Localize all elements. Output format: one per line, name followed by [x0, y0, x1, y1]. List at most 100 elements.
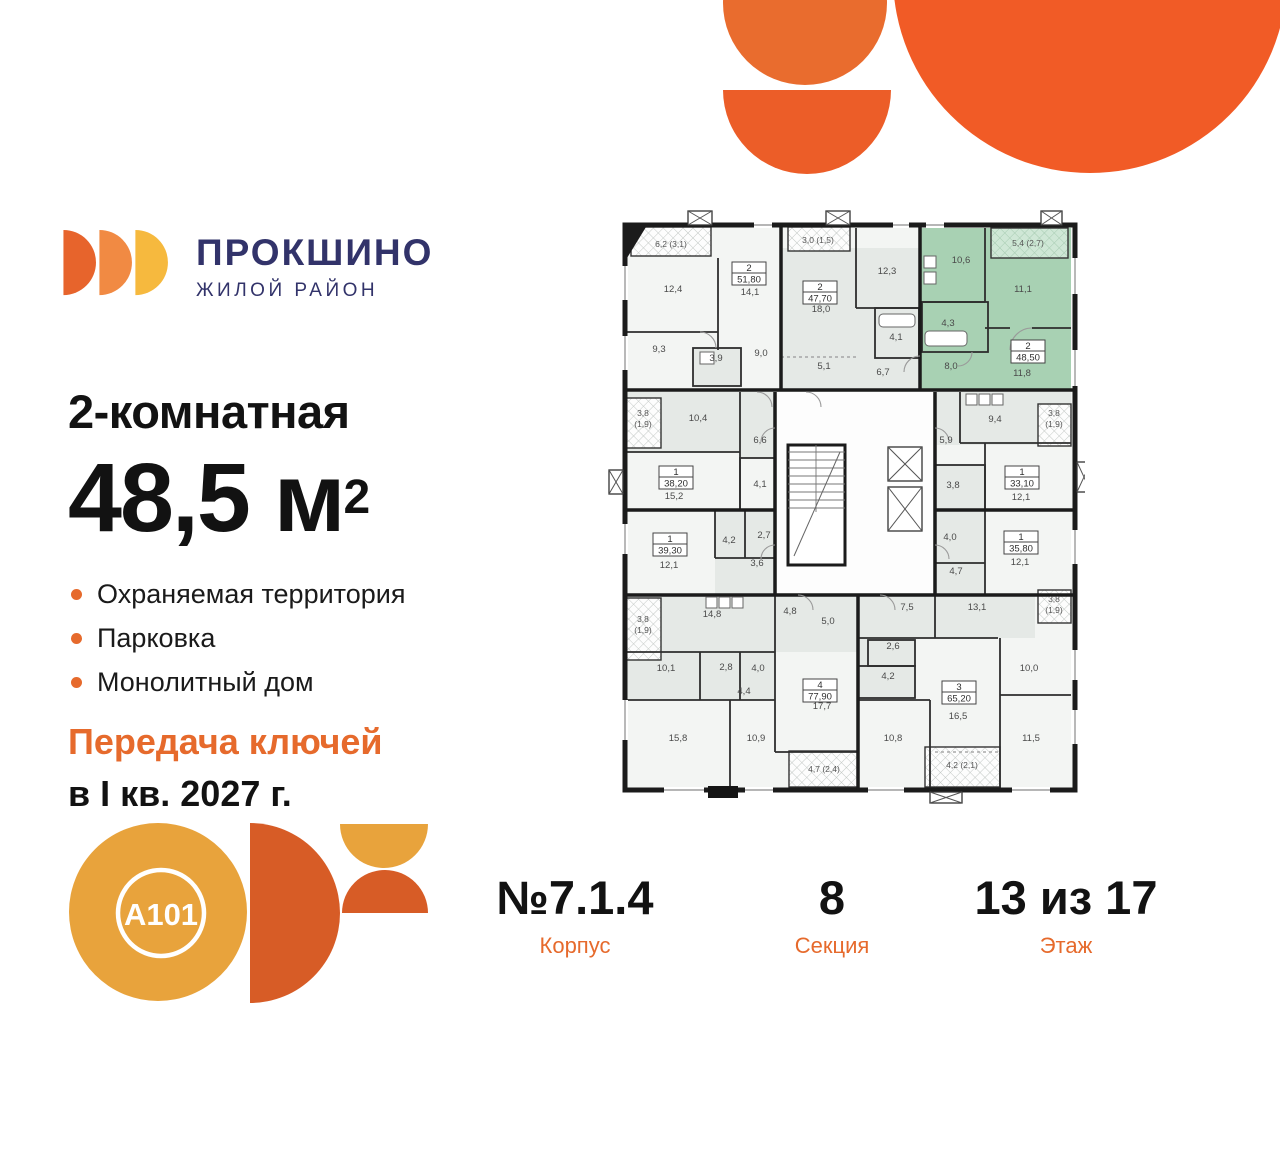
apartment-rooms-count: 1: [1019, 467, 1024, 478]
apartment-rooms-count: 4: [817, 680, 822, 691]
apartment-tag: 247,70: [802, 280, 838, 305]
stat-building: №7.1.4 Корпус: [497, 874, 654, 959]
a101-dome-gold: [340, 824, 428, 868]
room-area-label: 11,8: [1013, 368, 1031, 379]
handover-label: Передача ключей: [68, 721, 383, 762]
area-unit: м: [273, 443, 346, 552]
floorplan: 12,4 14,19,33,9 9,018,012,34,16,75,110,611…: [608, 210, 1085, 804]
apartment-area: 77,90: [808, 692, 832, 703]
room-area-label: 3,6: [750, 558, 763, 569]
room-area-label: 11,1: [1014, 284, 1032, 295]
handover-date: в I кв. 2027 г.: [68, 773, 292, 815]
room-area-label: 18,0: [812, 304, 831, 315]
room-area-label: 6,7: [876, 367, 889, 378]
stat-section: 8 Секция: [795, 874, 870, 959]
room-area-label: 4,0: [943, 532, 956, 543]
room-area-label: 10,8: [884, 733, 903, 744]
windows: [621, 221, 1078, 794]
dashed-zone-lines: [781, 356, 1000, 753]
room-area-label: 13,1: [968, 602, 987, 613]
room-area-label: 5,1: [817, 361, 830, 372]
apartment-tag-highlighted: 248,50: [1010, 339, 1046, 364]
door-arcs: [699, 327, 1033, 611]
balcony-label: 5,4 (2,7): [1012, 238, 1044, 248]
room-area-label: 4,3: [941, 318, 954, 329]
room-area-label: 6,6: [753, 435, 766, 446]
room-area-label: 4,7: [949, 566, 962, 577]
listing-title: 2-комнатная: [68, 385, 350, 438]
apartment-rooms-count: 3: [956, 682, 961, 693]
stat-floor-value: 13 из 17: [974, 871, 1158, 924]
stat-building-label: Корпус: [539, 933, 611, 958]
room-area-label: 10,9: [747, 733, 766, 744]
exterior-units: [608, 210, 1085, 804]
room-area-label: 4,0: [751, 663, 764, 674]
room-area-label: 15,8: [669, 733, 688, 744]
room-area-label: 17,7: [813, 701, 832, 712]
room-area-label: 4,2: [881, 671, 894, 682]
deco-dome-small: [723, 0, 887, 85]
apartment-rooms-count: 2: [817, 282, 822, 293]
apartment-area: 47,70: [808, 294, 832, 305]
listing-headline: 2-комнатная 48,5 м2 Охраняемая территори…: [68, 388, 548, 815]
apartment-rooms-count: 1: [667, 534, 672, 545]
apartment-tag: 138,20: [658, 465, 694, 490]
stat-section-value: 8: [818, 871, 846, 924]
brand-tagline: ЖИЛОЙ РАЙОН: [196, 280, 379, 301]
apartment-tag: 139,30: [652, 532, 688, 557]
feature-item: Монолитный дом: [68, 660, 548, 704]
room-area-label: 5,9: [939, 435, 952, 446]
apartment-tag: 251,80: [731, 261, 767, 286]
room-area-label: 7,5: [900, 602, 913, 613]
apartment-area: 33,10: [1010, 479, 1034, 490]
apartment-rooms-count: 1: [673, 467, 678, 478]
apartment-area: 51,80: [737, 275, 761, 286]
a101-dome-rust: [342, 870, 428, 913]
deco-orange-shapes: [723, 0, 1280, 174]
apartment-tag: 133,10: [1004, 465, 1040, 490]
room-area-labels: 12,4 14,19,33,9 9,018,012,34,16,75,110,611…: [652, 255, 1040, 744]
a101-halfdisc: [250, 823, 340, 1003]
room-area-label: 2,7: [757, 530, 770, 541]
apartment-tag: 135,80: [1003, 530, 1039, 555]
room-area-label: 10,0: [1020, 663, 1039, 674]
room-area-label: 12,1: [1012, 492, 1031, 503]
balcony-label: 4,7 (2,4): [808, 764, 840, 774]
balcony-label: 3,8: [637, 408, 649, 418]
floorplan-rooms: [625, 225, 1075, 790]
a101-circle: [69, 823, 247, 1001]
room-area-label: 14,8: [703, 609, 722, 620]
balcony-label: (1,9): [634, 419, 652, 429]
apartment-area: 35,80: [1009, 544, 1033, 555]
balcony-label: 3,8: [1048, 408, 1060, 418]
room-area-label: 5,0: [821, 616, 834, 627]
room-area-label: 3,9: [709, 353, 722, 364]
room-area-label: 8,0: [944, 361, 957, 372]
handover-block: Передача ключей в I кв. 2027 г.: [68, 720, 548, 815]
room-area-label: 4,4: [737, 686, 750, 697]
apartment-tags: 251,80247,70248,50138,20139,30133,10135,…: [652, 261, 1046, 705]
room-area-label: 4,1: [889, 332, 902, 343]
room-area-label: 11,5: [1022, 733, 1040, 744]
deco-circle-large: [894, 0, 1280, 173]
apartment-rooms-count: 1: [1018, 532, 1023, 543]
room-area-label: 12,1: [660, 560, 679, 571]
feature-item: Парковка: [68, 616, 548, 660]
elevators: [887, 446, 923, 532]
stat-section-label: Секция: [794, 933, 870, 958]
room-area-label: 2,6: [886, 641, 899, 652]
room-area-label: 15,2: [665, 491, 684, 502]
apartment-rooms-count: 2: [746, 263, 751, 274]
apartment-tag: 365,20: [941, 680, 977, 705]
room-area-label: 12,1: [1011, 557, 1030, 568]
balcony-label: (1,9): [1045, 419, 1063, 429]
listing-area: 48,5 м2: [68, 449, 548, 546]
room-area-label: 4,1: [753, 479, 766, 490]
stat-floor: 13 из 17 Этаж: [975, 874, 1158, 959]
balcony-label: 6,2 (3,1): [655, 239, 687, 249]
apartment-area: 39,30: [658, 546, 682, 557]
room-area-label: 16,5: [949, 711, 968, 722]
fixtures: [699, 255, 1004, 609]
stat-floor-label: Этаж: [1039, 933, 1093, 958]
